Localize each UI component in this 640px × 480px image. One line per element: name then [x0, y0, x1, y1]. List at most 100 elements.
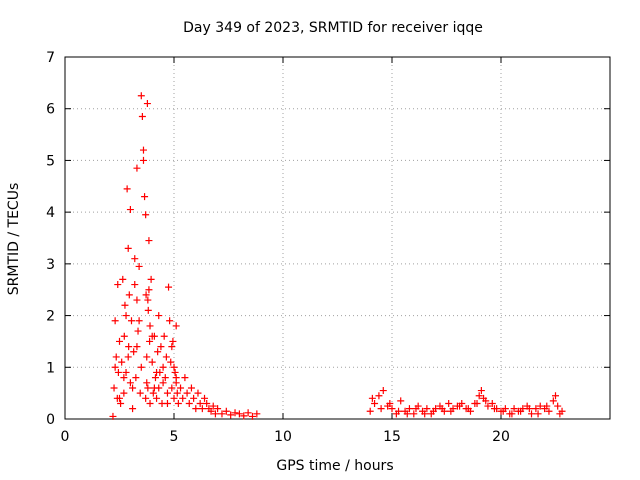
- data-point: [190, 394, 198, 402]
- data-point: [148, 332, 156, 340]
- data-point: [135, 262, 143, 270]
- data-point: [170, 394, 178, 402]
- data-point: [127, 317, 135, 325]
- axis-ticks: 0 5 10 15 20 0 1 2 3 4 5 6 7: [46, 50, 610, 445]
- data-point: [159, 363, 167, 371]
- data-point: [421, 410, 429, 418]
- data-point: [142, 394, 150, 402]
- data-point: [142, 211, 150, 219]
- data-point: [429, 407, 437, 415]
- data-point: [192, 405, 200, 413]
- data-point: [172, 322, 180, 330]
- plot-frame: [64, 56, 611, 420]
- data-point: [155, 312, 163, 320]
- data-points: [109, 92, 566, 420]
- data-point: [172, 374, 180, 382]
- data-point: [235, 410, 243, 418]
- data-point: [183, 389, 191, 397]
- data-point: [147, 275, 155, 283]
- data-point: [120, 389, 128, 397]
- data-point: [133, 343, 141, 351]
- data-point: [110, 384, 118, 392]
- data-point: [120, 374, 128, 382]
- data-point: [240, 412, 248, 420]
- data-point: [150, 384, 158, 392]
- data-point: [253, 410, 261, 418]
- data-point: [153, 394, 161, 402]
- data-point: [375, 392, 383, 400]
- data-point: [171, 368, 179, 376]
- data-point: [244, 409, 252, 417]
- data-point: [379, 387, 387, 395]
- data-point: [231, 409, 239, 417]
- data-point: [510, 405, 518, 413]
- data-point: [445, 399, 453, 407]
- data-point: [116, 337, 123, 345]
- data-point: [423, 405, 431, 413]
- data-point: [137, 92, 145, 100]
- data-point: [475, 392, 483, 400]
- data-point: [366, 407, 374, 415]
- data-point: [122, 312, 130, 320]
- data-point: [222, 407, 230, 415]
- data-point: [139, 156, 147, 164]
- data-point: [124, 353, 132, 361]
- data-point: [141, 193, 149, 201]
- data-point: [198, 405, 206, 413]
- data-point: [143, 353, 151, 361]
- data-point: [118, 358, 126, 366]
- data-point: [377, 405, 385, 413]
- data-point: [536, 402, 544, 410]
- data-point: [162, 353, 170, 361]
- data-point: [136, 389, 144, 397]
- data-point: [473, 399, 481, 407]
- data-point: [169, 337, 177, 345]
- data-point: [157, 343, 165, 351]
- data-point: [146, 399, 154, 407]
- data-point: [149, 389, 157, 397]
- data-point: [508, 410, 516, 418]
- data-point: [525, 405, 533, 413]
- data-point: [144, 296, 152, 304]
- data-point: [218, 410, 226, 418]
- data-point: [145, 237, 153, 245]
- data-point: [207, 407, 215, 415]
- data-point: [151, 374, 159, 382]
- data-point: [368, 394, 376, 402]
- data-point: [167, 358, 175, 366]
- data-point: [125, 291, 133, 299]
- data-point: [114, 281, 122, 289]
- data-point: [554, 402, 562, 410]
- data-point: [438, 405, 446, 413]
- data-point: [185, 399, 193, 407]
- grid-lines: [65, 57, 610, 419]
- data-point: [410, 410, 418, 418]
- data-point: [123, 185, 131, 193]
- data-point: [173, 389, 181, 397]
- data-point: [125, 343, 133, 351]
- data-point: [119, 275, 127, 283]
- data-point: [153, 368, 161, 376]
- data-point: [142, 291, 150, 299]
- data-point: [146, 322, 154, 330]
- data-point: [549, 397, 557, 405]
- data-point: [133, 296, 141, 304]
- data-point: [143, 379, 151, 387]
- data-point: [181, 374, 189, 382]
- data-point: [165, 283, 173, 291]
- y-tick-label: 3: [46, 257, 55, 273]
- data-point: [144, 306, 152, 314]
- data-point: [166, 317, 174, 325]
- data-point: [168, 384, 176, 392]
- y-axis-label: SRMTID / TECUs: [6, 183, 22, 296]
- y-tick-label: 5: [46, 153, 55, 169]
- data-point: [170, 363, 178, 371]
- data-point: [131, 281, 139, 289]
- data-point: [386, 399, 394, 407]
- y-tick-label: 7: [46, 50, 55, 66]
- data-point: [163, 399, 171, 407]
- data-point: [129, 405, 137, 413]
- data-point: [211, 410, 219, 418]
- data-point: [126, 379, 134, 387]
